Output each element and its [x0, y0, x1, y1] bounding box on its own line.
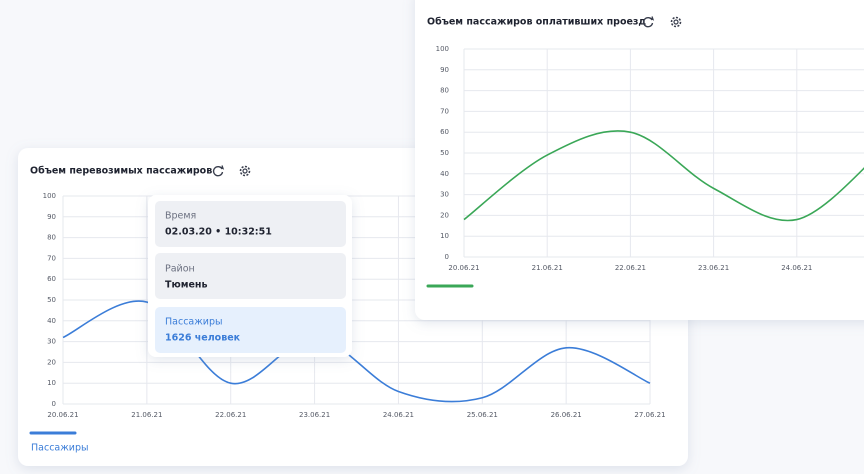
- y-tick-label: 30: [440, 191, 449, 199]
- tooltip-label: Пассажиры: [165, 317, 223, 328]
- x-tick-label: 20.06.21: [448, 264, 479, 272]
- x-tick-label: 25.06.21: [467, 411, 498, 419]
- y-tick-label: 0: [445, 253, 449, 261]
- tooltip-row: [155, 201, 346, 247]
- y-tick-label: 10: [47, 379, 56, 387]
- y-tick-label: 50: [440, 149, 449, 157]
- settings-icon[interactable]: [239, 165, 251, 177]
- y-tick-label: 90: [440, 66, 449, 74]
- y-tick-label: 70: [47, 254, 56, 262]
- refresh-icon[interactable]: [642, 16, 655, 28]
- y-tick-label: 100: [43, 192, 56, 200]
- x-tick-label: 23.06.21: [698, 264, 729, 272]
- x-tick-label: 24.06.21: [781, 264, 812, 272]
- y-tick-label: 70: [440, 107, 449, 115]
- settings-icon[interactable]: [670, 16, 682, 28]
- tooltip-label: Район: [165, 264, 195, 275]
- y-tick-label: 60: [440, 128, 449, 136]
- x-tick-label: 23.06.21: [299, 411, 330, 419]
- y-tick-label: 40: [440, 170, 449, 178]
- y-tick-label: 10: [440, 232, 449, 240]
- x-tick-label: 21.06.21: [532, 264, 563, 272]
- line: [463, 130, 864, 222]
- y-tick-label: 50: [47, 296, 56, 304]
- y-tick-label: 0: [52, 400, 56, 408]
- plot: 0 10 20 30 40 50 60 70 80 90 100 20.06.21 21.06.21 22…: [426, 45, 864, 288]
- y-tick-label: 80: [440, 87, 449, 95]
- card: Объем пассажиров оплативших проезд 0 10 20…: [415, 0, 864, 320]
- chart-title: Объем пассажиров оплативших проезд: [427, 17, 646, 28]
- tooltip-row: [155, 307, 346, 353]
- y-tick-label: 20: [440, 211, 449, 219]
- tooltip-value: 02.03.20 • 10:32:51: [165, 227, 272, 238]
- x-tick-label: 20.06.21: [47, 411, 78, 419]
- y-tick-label: 40: [47, 317, 56, 325]
- tooltip-value: 1626 человек: [165, 333, 241, 344]
- y-tick-label: 90: [47, 213, 56, 221]
- x-tick-label: 21.06.21: [131, 411, 162, 419]
- refresh-icon[interactable]: [212, 165, 225, 177]
- y-tick-label: 30: [47, 338, 56, 346]
- tooltip: Время 02.03.20 • 10:32:51 Район Тюмень П…: [148, 195, 352, 357]
- y-tick-label: 60: [47, 275, 56, 283]
- y-tick-label: 100: [436, 45, 449, 53]
- card-bg: [415, 0, 864, 320]
- x-tick-label: 24.06.21: [383, 411, 414, 419]
- x-tick-label: 22.06.21: [615, 264, 646, 272]
- legend-label: Пассажиры: [31, 443, 89, 454]
- tooltip-label: Время: [165, 211, 196, 222]
- tooltip-value: Тюмень: [165, 280, 208, 291]
- x-tick-label: 26.06.21: [551, 411, 582, 419]
- x-tick-label: 22.06.21: [215, 411, 246, 419]
- x-tick-label: 27.06.21: [634, 411, 665, 419]
- chart-title: Объем перевозимых пассажиров: [30, 166, 212, 177]
- y-tick-label: 20: [47, 358, 56, 366]
- y-tick-label: 80: [47, 234, 56, 242]
- tooltip-row: [155, 253, 346, 299]
